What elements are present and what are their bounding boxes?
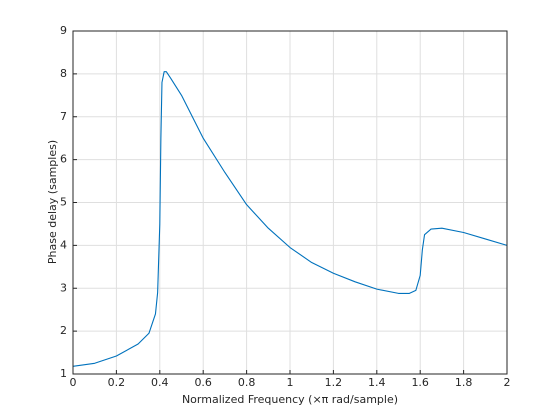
x-tick-label: 0.6 <box>194 376 212 389</box>
data-line <box>72 71 508 367</box>
x-tick-label: 1.2 <box>325 376 343 389</box>
x-tick-label: 1 <box>287 376 294 389</box>
y-tick-label: 9 <box>60 24 67 37</box>
y-tick-label: 5 <box>60 196 67 209</box>
x-tick-label: 0 <box>70 376 77 389</box>
x-tick-label: 1.4 <box>368 376 386 389</box>
y-tick-label: 2 <box>60 324 67 337</box>
y-tick-label: 4 <box>60 238 67 251</box>
lines <box>72 71 508 367</box>
x-tick-label: 0.4 <box>151 376 169 389</box>
x-axis-label: Normalized Frequency (×π rad/sample) <box>182 393 398 406</box>
y-tick-label: 7 <box>60 110 67 123</box>
x-tick-label: 1.8 <box>455 376 473 389</box>
ticks: 0 0.2 0.4 0.6 0.8 1 1.2 1.4 1.6 1.8 2 1 2 3 4 5 6 7 8 9 <box>60 24 511 389</box>
y-tick-label: 1 <box>60 367 67 380</box>
y-axis-label: Phase delay (samples) <box>46 140 59 264</box>
x-tick-label: 0.2 <box>108 376 126 389</box>
x-tick-label: 2 <box>504 376 511 389</box>
x-tick-label: 0.8 <box>238 376 256 389</box>
y-tick-label: 6 <box>60 153 67 166</box>
x-tick-label: 1.6 <box>411 376 429 389</box>
y-tick-label: 8 <box>60 67 67 80</box>
y-tick-label: 3 <box>60 281 67 294</box>
